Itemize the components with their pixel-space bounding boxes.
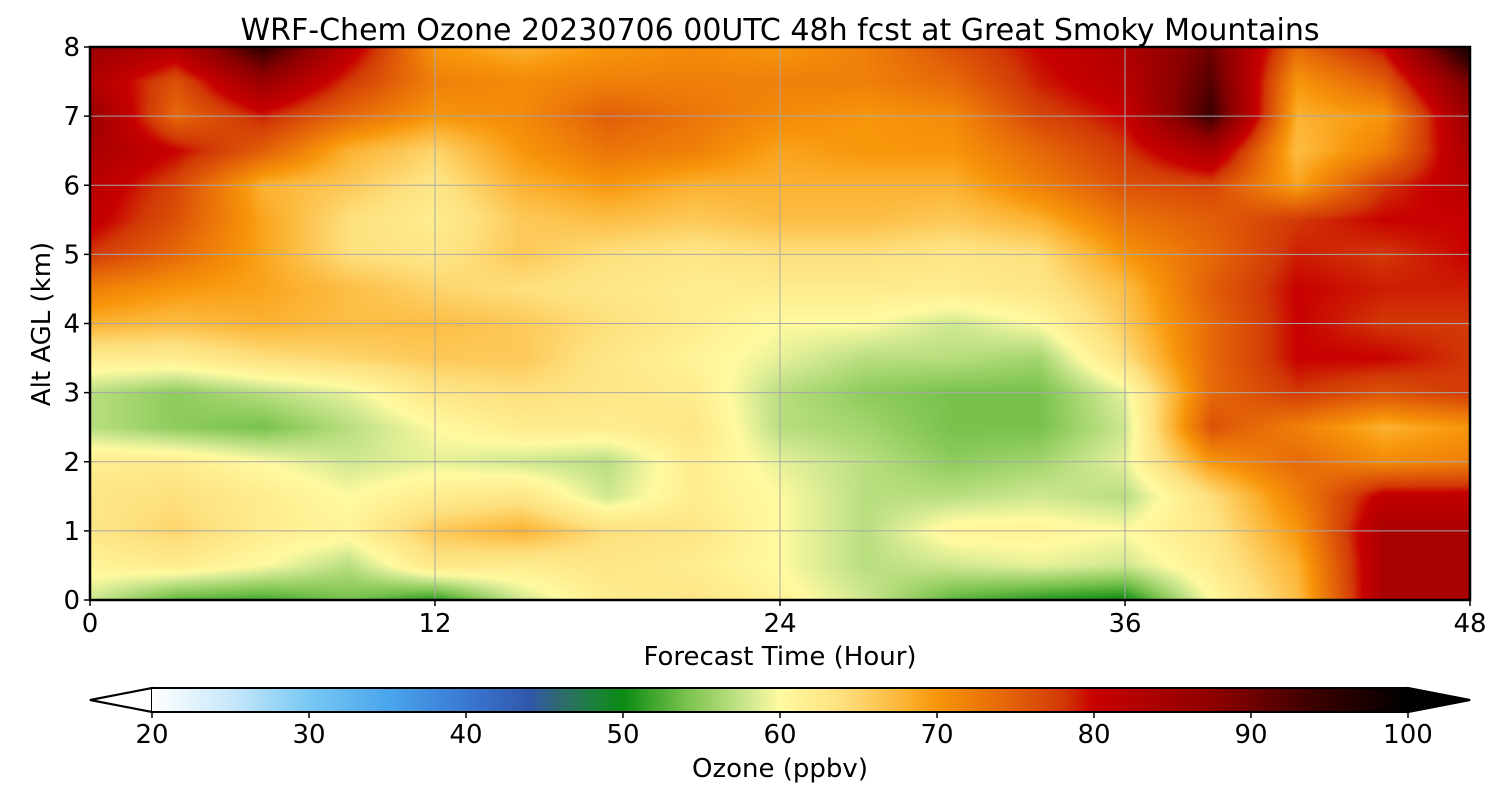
x-axis-label: Forecast Time (Hour) — [643, 642, 916, 672]
x-tick-label: 36 — [1108, 609, 1141, 639]
colorbar-label: Ozone (ppbv) — [692, 754, 868, 784]
colorbar-extend-low — [89, 686, 153, 714]
colorbar-extend-high — [1407, 686, 1471, 714]
y-tick-label: 5 — [63, 240, 80, 270]
y-tick-label: 1 — [63, 517, 80, 547]
colorbar-tick-label: 30 — [292, 720, 325, 750]
x-tick-label: 48 — [1453, 609, 1486, 639]
y-axis: 0 1 2 3 4 5 6 7 8 — [63, 33, 90, 616]
colorbar-tick-label: 20 — [135, 720, 168, 750]
y-tick-label: 4 — [63, 310, 80, 340]
colorbar-tick-label: 90 — [1234, 720, 1267, 750]
y-tick-label: 0 — [63, 586, 80, 616]
colorbar: 20 30 40 50 60 70 80 90 100 Ozone (ppbv) — [89, 686, 1471, 784]
x-axis: 0 12 24 36 48 — [82, 600, 1487, 639]
colorbar-tick-label: 70 — [920, 720, 953, 750]
x-tick-label: 24 — [763, 609, 796, 639]
colorbar-tick-label: 50 — [606, 720, 639, 750]
chart-title: WRF-Chem Ozone 20230706 00UTC 48h fcst a… — [241, 13, 1320, 48]
y-axis-label: Alt AGL (km) — [27, 242, 57, 406]
y-tick-label: 7 — [63, 102, 80, 132]
colorbar-body — [152, 688, 1408, 712]
y-tick-label: 2 — [63, 448, 80, 478]
colorbar-ticks: 20 30 40 50 60 70 80 90 100 — [135, 712, 1433, 750]
colorbar-tick-label: 80 — [1077, 720, 1110, 750]
x-tick-label: 12 — [418, 609, 451, 639]
colorbar-tick-label: 40 — [449, 720, 482, 750]
y-tick-label: 8 — [63, 33, 80, 63]
colorbar-outline — [89, 687, 1471, 713]
plot-area — [88, 45, 1472, 602]
y-tick-label: 6 — [63, 171, 80, 201]
colorbar-tick-label: 100 — [1383, 720, 1433, 750]
y-tick-label: 3 — [63, 379, 80, 409]
colorbar-tick-label: 60 — [763, 720, 796, 750]
x-tick-label: 0 — [82, 609, 99, 639]
